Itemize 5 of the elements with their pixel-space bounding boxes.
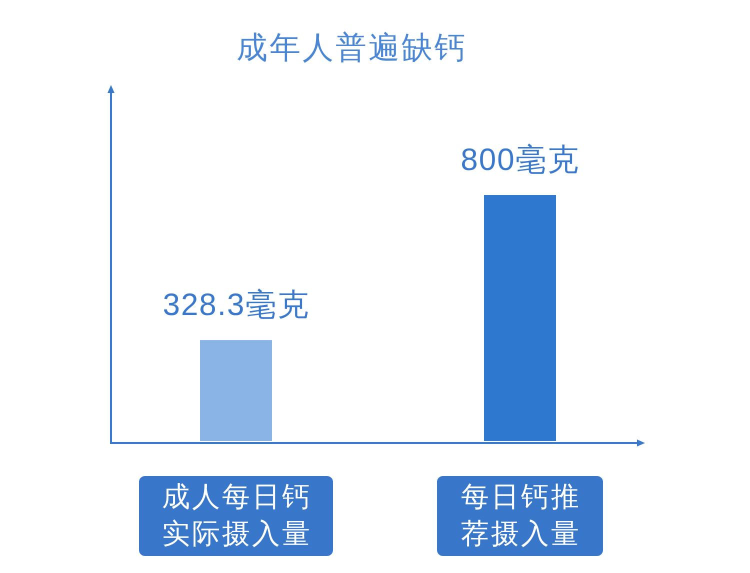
chart-title: 成年人普遍缺钙 (236, 30, 468, 65)
data-label: 328.3毫克 (162, 287, 310, 322)
x-tick-label: 成人每日钙实际摄入量 (162, 481, 312, 549)
x-tick-label: 每日钙推荐摄入量 (461, 481, 581, 549)
data-label: 800毫克 (460, 142, 580, 177)
